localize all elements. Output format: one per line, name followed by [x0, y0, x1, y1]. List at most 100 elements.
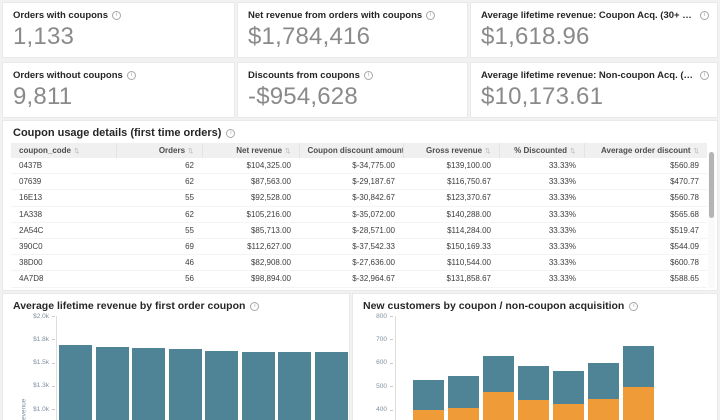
info-icon[interactable]: [363, 71, 373, 80]
kpi-label: Orders without coupons: [13, 70, 123, 81]
bar[interactable]: [241, 351, 275, 420]
table-cell: $-27,636.00: [299, 254, 403, 272]
table-cell: $116,750.67: [403, 173, 499, 191]
table-body: 0437B 62 $104,325.00 $-34,775.00 $139,100.00…: [11, 158, 707, 290]
table-cell: 4A7D8: [11, 270, 116, 288]
table-cell: 07639: [11, 173, 116, 191]
kpi-card-avg-lifetime-revenue-non-coupon: Average lifetime revenue: Non-coupon Acq…: [470, 62, 718, 118]
table-cell: $123,370.67: [403, 189, 499, 207]
bar[interactable]: [278, 351, 311, 420]
table-cell: $131,858.67: [403, 270, 499, 288]
table-cell: 33.33%: [499, 206, 584, 223]
table-row[interactable]: 48BCC63$111,162.00$-37,054.00$148,216.00…: [11, 287, 707, 290]
info-icon[interactable]: [426, 11, 436, 20]
table-row[interactable]: 38D00 46 $82,908.00 $-27,636.00 $110,544.00 3…: [11, 254, 707, 272]
bar[interactable]: [59, 344, 92, 420]
chart-new-customers-plot: 800 700 600 500 400: [353, 294, 717, 420]
y-tick-mark: [52, 316, 55, 317]
column-label: % Discounted: [514, 146, 568, 155]
table-cell: 33.33%: [499, 287, 584, 290]
table-cell: $92,528.00: [202, 189, 299, 207]
bar[interactable]: [95, 346, 129, 420]
y-tick-mark: [390, 339, 393, 341]
table-cell: 33.33%: [499, 158, 584, 175]
bar-segment-coupon[interactable]: [623, 386, 654, 420]
bar-segment-coupon[interactable]: [483, 391, 514, 420]
column-header-net-revenue[interactable]: Net revenue: [201, 143, 299, 158]
table-cell: $544.09: [584, 238, 707, 256]
table-cell: 33.33%: [499, 222, 584, 239]
charts-row: Average lifetime revenue by first order …: [2, 293, 718, 420]
y-tick-label: 700: [376, 335, 387, 343]
table-cell: $150,169.33: [403, 238, 499, 256]
bar[interactable]: [314, 352, 348, 420]
table-cell: 1A338: [11, 206, 116, 223]
table-row[interactable]: 4A7D8 56 $98,894.00 $-32,964.67 $131,858.67 3…: [11, 270, 707, 288]
column-label: Net revenue: [236, 146, 283, 155]
table-row[interactable]: 2A54C 55 $85,713.00 $-28,571.00 $114,284.00 3…: [11, 222, 707, 239]
table-row[interactable]: 07639 62 $87,563.00 $-29,187.67 $116,750.67 3…: [11, 173, 707, 191]
bar-segment-coupon[interactable]: [588, 398, 619, 420]
y-tick-label: $1.0k: [33, 405, 49, 413]
kpi-value: $1,784,416: [248, 23, 371, 50]
coupon-usage-table-card: Coupon usage details (first time orders)…: [2, 120, 718, 291]
table-cell: 33.33%: [499, 189, 584, 207]
info-icon[interactable]: [126, 71, 136, 80]
table-cell: $-29,187.67: [299, 173, 403, 191]
table-cell: $139,100.00: [403, 158, 499, 175]
table-cell: 62: [116, 173, 202, 191]
y-tick-mark: [52, 385, 55, 387]
column-header-orders[interactable]: Orders: [115, 143, 202, 158]
table-scrollbar[interactable]: [708, 152, 715, 289]
kpi-card-orders-without-coupons: Orders without coupons 9,811: [2, 62, 235, 118]
table-cell: $112,627.00: [202, 238, 299, 256]
info-icon[interactable]: [250, 301, 260, 311]
table-cell: 56: [116, 270, 202, 288]
table-row[interactable]: 390C0 69 $112,627.00 $-37,542.33 $150,169.33…: [11, 238, 707, 256]
table-cell: 55: [116, 222, 202, 239]
y-tick-label: 800: [376, 312, 387, 320]
chart-title: Average lifetime revenue by first order …: [13, 300, 246, 312]
info-icon[interactable]: [629, 301, 639, 311]
table-row[interactable]: 0437B 62 $104,325.00 $-34,775.00 $139,100.00…: [11, 158, 707, 175]
bar[interactable]: [132, 348, 165, 420]
column-header-pct-discounted[interactable]: % Discounted: [498, 143, 584, 158]
y-tick-label: $1.3k: [33, 382, 49, 390]
kpi-value: 1,133: [13, 23, 75, 50]
table-cell: $519.47: [584, 222, 707, 239]
table-cell: $105,216.00: [202, 206, 299, 223]
column-header-coupon-code[interactable]: coupon_code: [11, 143, 116, 158]
kpi-card-avg-lifetime-revenue-coupon: Average lifetime revenue: Coupon Acq. (3…: [470, 2, 718, 58]
y-tick-label: $1.8k: [33, 335, 49, 343]
info-icon[interactable]: [700, 11, 709, 20]
table-cell: $82,908.00: [202, 254, 299, 272]
table-row[interactable]: 16E13 55 $92,528.00 $-30,842.67 $123,370.67 3…: [11, 189, 707, 207]
column-header-coupon-discount-amount[interactable]: Coupon discount amount: [298, 143, 403, 158]
table-cell: $588.65: [584, 270, 707, 288]
bar[interactable]: [168, 348, 202, 420]
bar-segment-coupon[interactable]: [448, 407, 479, 420]
column-header-average-order-discount[interactable]: Average order discount: [583, 143, 707, 158]
bar-segment-coupon[interactable]: [518, 399, 549, 420]
y-tick-label: 400: [376, 406, 387, 413]
table-cell: 38D00: [11, 254, 116, 272]
table-cell: 55: [116, 189, 202, 207]
sort-icon: [694, 148, 699, 155]
scrollbar-thumb[interactable]: [709, 152, 714, 218]
table-cell: 33.33%: [499, 254, 584, 272]
column-label: Gross revenue: [426, 146, 483, 155]
table-cell: $470.77: [584, 173, 707, 191]
bar[interactable]: [205, 351, 238, 420]
info-icon[interactable]: [226, 128, 236, 138]
column-header-gross-revenue[interactable]: Gross revenue: [402, 143, 499, 158]
table-row[interactable]: 1A338 62 $105,216.00 $-35,072.00 $140,288.00…: [11, 206, 707, 223]
table-cell: $-34,775.00: [299, 158, 403, 175]
bar-segment-coupon[interactable]: [553, 403, 584, 420]
table-cell: 33.33%: [499, 173, 584, 191]
info-icon[interactable]: [112, 11, 122, 20]
table-cell: $-35,072.00: [299, 206, 403, 223]
info-icon[interactable]: [700, 71, 709, 80]
y-tick-label: 500: [376, 382, 387, 390]
bar-segment-coupon[interactable]: [413, 409, 444, 420]
